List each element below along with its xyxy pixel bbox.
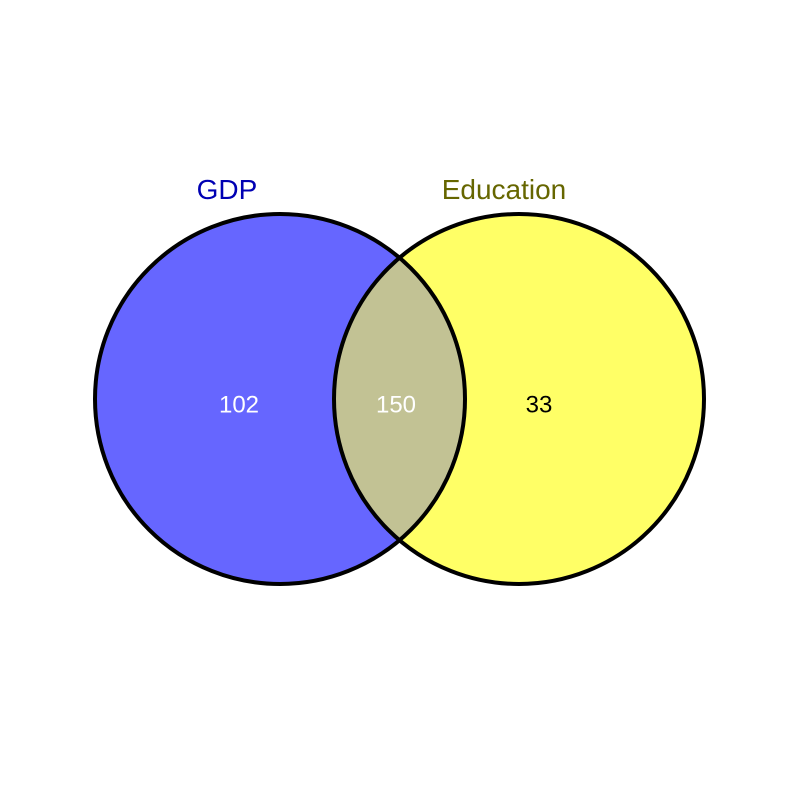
gdp-set-label: GDP	[197, 174, 258, 205]
education-circle-outline	[332, 212, 706, 586]
intersection-count: 150	[376, 392, 416, 419]
gdp-only-count: 102	[219, 392, 259, 419]
education-set-label: Education	[442, 174, 567, 205]
intersection-region	[334, 214, 465, 584]
education-only-count: 33	[526, 392, 553, 419]
gdp-circle-outline	[93, 212, 467, 586]
